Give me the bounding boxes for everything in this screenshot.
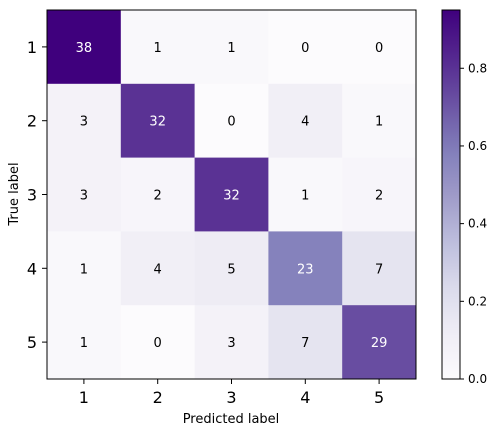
cell-value-label: 4 <box>301 115 309 130</box>
heatmap-cell <box>194 10 269 85</box>
x-tick-label: 5 <box>374 388 384 407</box>
heatmap-cell <box>194 231 269 306</box>
heatmap-cell <box>194 157 269 232</box>
cell-value-label: 3 <box>227 336 235 351</box>
cell-value-label: 1 <box>227 41 235 56</box>
cell-value-label: 4 <box>154 262 162 277</box>
heatmap-cell <box>268 83 343 159</box>
cell-value-label: 1 <box>154 41 162 56</box>
x-axis-label: Predicted label <box>183 412 280 427</box>
cell-value-label: 2 <box>154 189 162 204</box>
heatmap-cells: 38 1 1 0 03 32 0 4 13 2 32 1 21 4 5 23 71 0 3 7 29 <box>47 10 417 380</box>
colorbar <box>441 9 461 380</box>
heatmap-cell <box>268 157 343 232</box>
cell-value-label: 1 <box>375 115 383 130</box>
cell-value-label: 0 <box>227 115 235 130</box>
heatmap-cell <box>342 231 417 306</box>
cell-value-label: 32 <box>149 115 166 130</box>
colorbar-tick-label: 0.0 <box>468 372 487 386</box>
heatmap-cell <box>120 231 196 306</box>
cell-value-label: 1 <box>80 262 88 277</box>
heatmap-cell <box>268 10 343 85</box>
x-tick-label: 1 <box>79 388 89 407</box>
cell-value-label: 23 <box>297 262 314 277</box>
heatmap-cell <box>47 83 122 159</box>
cell-value-label: 7 <box>375 262 383 277</box>
x-axis-ticks: 1 2 3 4 5 <box>79 379 384 407</box>
heatmap-cell <box>342 10 417 85</box>
x-tick-label: 2 <box>153 388 163 407</box>
heatmap-cell <box>120 305 196 380</box>
heatmap-cell <box>47 10 122 85</box>
y-axis-label: True label <box>7 162 22 226</box>
cell-value-label: 5 <box>227 262 235 277</box>
heatmap-cell <box>342 83 417 159</box>
heatmap-cell <box>47 305 122 380</box>
cell-value-label: 0 <box>301 41 309 56</box>
heatmap-cell <box>120 83 196 159</box>
cell-value-label: 1 <box>301 189 309 204</box>
heatmap-cell <box>342 157 417 232</box>
y-tick-label: 5 <box>27 333 37 352</box>
cell-value-label: 3 <box>80 189 88 204</box>
y-axis-ticks: 1 2 3 4 5 <box>27 38 47 352</box>
heatmap-cell <box>120 157 196 232</box>
colorbar-tick-label: 0.6 <box>468 139 487 153</box>
cell-value-label: 0 <box>154 336 162 351</box>
cell-value-label: 29 <box>371 336 388 351</box>
y-tick-label: 2 <box>27 112 37 131</box>
y-tick-label: 1 <box>27 38 37 57</box>
cell-value-label: 3 <box>80 115 88 130</box>
colorbar-tick-label: 0.4 <box>468 217 487 231</box>
cell-value-label: 2 <box>375 189 383 204</box>
heatmap-cell <box>47 231 122 306</box>
cell-value-label: 0 <box>375 41 383 56</box>
x-tick-label: 3 <box>226 388 236 407</box>
x-tick-label: 4 <box>300 388 310 407</box>
heatmap-cell <box>194 83 269 159</box>
cell-value-label: 32 <box>223 189 240 204</box>
y-tick-label: 4 <box>27 259 37 278</box>
colorbar-tick-label: 0.2 <box>468 294 487 308</box>
cell-value-label: 1 <box>80 336 88 351</box>
heatmap-cell <box>194 305 269 380</box>
heatmap-cell <box>268 231 343 306</box>
y-tick-label: 3 <box>27 186 37 205</box>
cell-value-label: 38 <box>76 41 93 56</box>
heatmap-cell <box>342 305 417 380</box>
heatmap-cell <box>47 157 122 232</box>
heatmap-cell <box>120 10 196 85</box>
colorbar-tick-label: 0.8 <box>468 61 487 75</box>
colorbar-ticks: 0.0 0.2 0.4 0.6 0.8 <box>460 61 487 386</box>
cell-value-label: 7 <box>301 336 309 351</box>
heatmap-cell <box>268 305 343 380</box>
